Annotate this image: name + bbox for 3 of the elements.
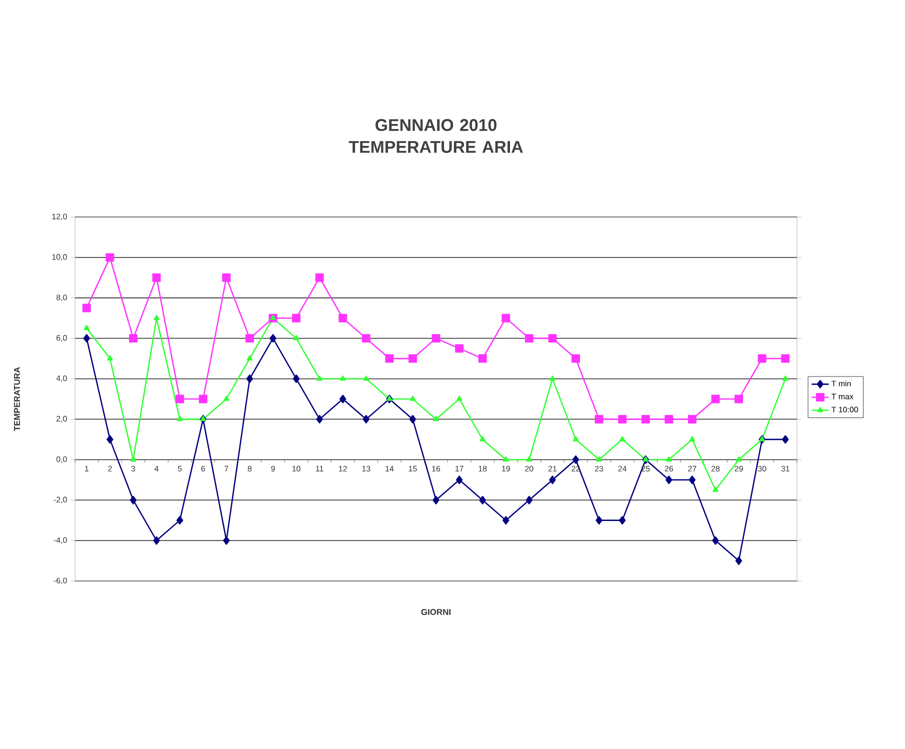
y-axis-title: TEMPERATURA — [14, 367, 20, 432]
chart-title: GENNAIO 2010 TEMPERATURE ARIA — [348, 119, 523, 153]
x-axis-title: GIORNI — [421, 608, 450, 615]
